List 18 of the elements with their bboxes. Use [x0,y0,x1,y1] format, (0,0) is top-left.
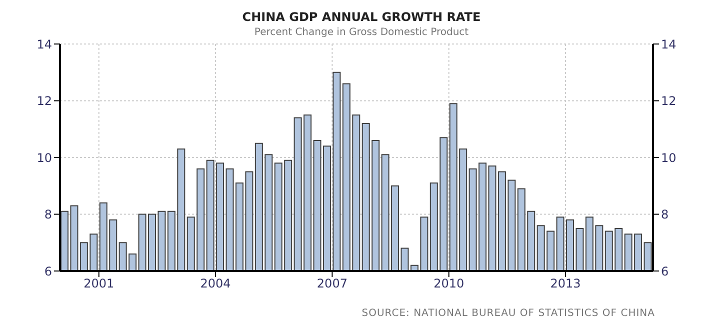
source-note: SOURCE: NATIONAL BUREAU OF STATISTICS OF CHINA [362,308,655,319]
y-tick-label: 8 [44,208,52,222]
y-tick-label: 14 [36,37,52,52]
y-tick-label: 10 [36,150,52,165]
y2-tick-label: 6 [661,264,669,278]
x-tick-label: 2010 [434,276,464,291]
y2-tick-label: 12 [661,94,676,108]
x-tick-label: 2001 [84,276,114,291]
chart-subtitle: Percent Change in Gross Domestic Product [253,27,470,38]
y2-tick-label: 10 [661,150,676,165]
y2-tick-label: 14 [661,37,676,52]
y-tick-label: 6 [44,264,52,278]
x-tick-label: 2013 [550,276,581,291]
x-tick-label: 2004 [200,276,231,291]
x-tick-label: 2007 [316,276,348,291]
chart-title: CHINA GDP ANNUAL GROWTH RATE [241,10,482,24]
y-tick-label: 12 [36,94,52,108]
y2-tick-label: 8 [661,208,669,222]
